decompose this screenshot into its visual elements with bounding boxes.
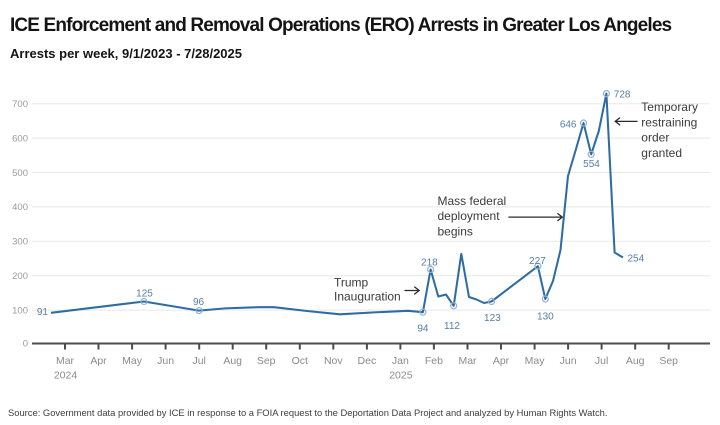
svg-text:granted: granted — [641, 146, 682, 160]
svg-text:Mar: Mar — [56, 355, 75, 367]
svg-text:554: 554 — [583, 159, 600, 170]
svg-text:400: 400 — [12, 202, 28, 213]
svg-text:Inauguration: Inauguration — [334, 290, 401, 304]
svg-text:Mar: Mar — [458, 355, 477, 367]
svg-text:restraining: restraining — [641, 115, 697, 129]
svg-text:218: 218 — [421, 258, 438, 269]
svg-text:2025: 2025 — [389, 369, 413, 381]
svg-text:200: 200 — [12, 271, 28, 282]
svg-text:Oct: Oct — [292, 355, 308, 367]
svg-text:300: 300 — [12, 237, 28, 248]
svg-text:Jul: Jul — [595, 355, 608, 367]
svg-text:254: 254 — [628, 254, 645, 265]
svg-text:227: 227 — [529, 256, 546, 267]
svg-text:deployment: deployment — [438, 209, 501, 223]
svg-text:Jan: Jan — [392, 355, 409, 367]
svg-text:Nov: Nov — [324, 355, 343, 367]
svg-text:Jun: Jun — [560, 355, 577, 367]
svg-text:Dec: Dec — [358, 355, 377, 367]
svg-text:Jun: Jun — [157, 355, 174, 367]
svg-text:Apr: Apr — [493, 355, 510, 367]
svg-text:130: 130 — [537, 312, 554, 323]
svg-text:order: order — [641, 131, 669, 145]
svg-text:700: 700 — [12, 99, 28, 110]
svg-text:May: May — [122, 355, 143, 367]
svg-text:2024: 2024 — [54, 369, 78, 381]
svg-text:96: 96 — [193, 297, 205, 308]
svg-text:Sep: Sep — [659, 355, 678, 367]
svg-text:May: May — [525, 355, 546, 367]
svg-text:Sep: Sep — [257, 355, 276, 367]
svg-text:Trump: Trump — [334, 275, 369, 289]
svg-text:begins: begins — [438, 225, 473, 239]
svg-text:112: 112 — [444, 321, 460, 332]
svg-text:Mass federal: Mass federal — [438, 194, 507, 208]
svg-text:Temporary: Temporary — [641, 100, 698, 114]
svg-text:600: 600 — [12, 134, 28, 145]
svg-text:91: 91 — [37, 307, 49, 318]
svg-text:500: 500 — [12, 168, 28, 179]
svg-text:100: 100 — [12, 305, 28, 316]
svg-text:Feb: Feb — [425, 355, 443, 367]
svg-text:0: 0 — [23, 339, 28, 350]
svg-text:728: 728 — [614, 90, 631, 101]
svg-text:646: 646 — [560, 119, 577, 130]
svg-text:Apr: Apr — [90, 355, 107, 367]
svg-text:125: 125 — [136, 289, 153, 300]
svg-text:94: 94 — [417, 324, 429, 335]
svg-text:123: 123 — [484, 313, 501, 324]
svg-text:Aug: Aug — [223, 355, 242, 367]
svg-text:Jul: Jul — [192, 355, 205, 367]
svg-text:Aug: Aug — [626, 355, 645, 367]
